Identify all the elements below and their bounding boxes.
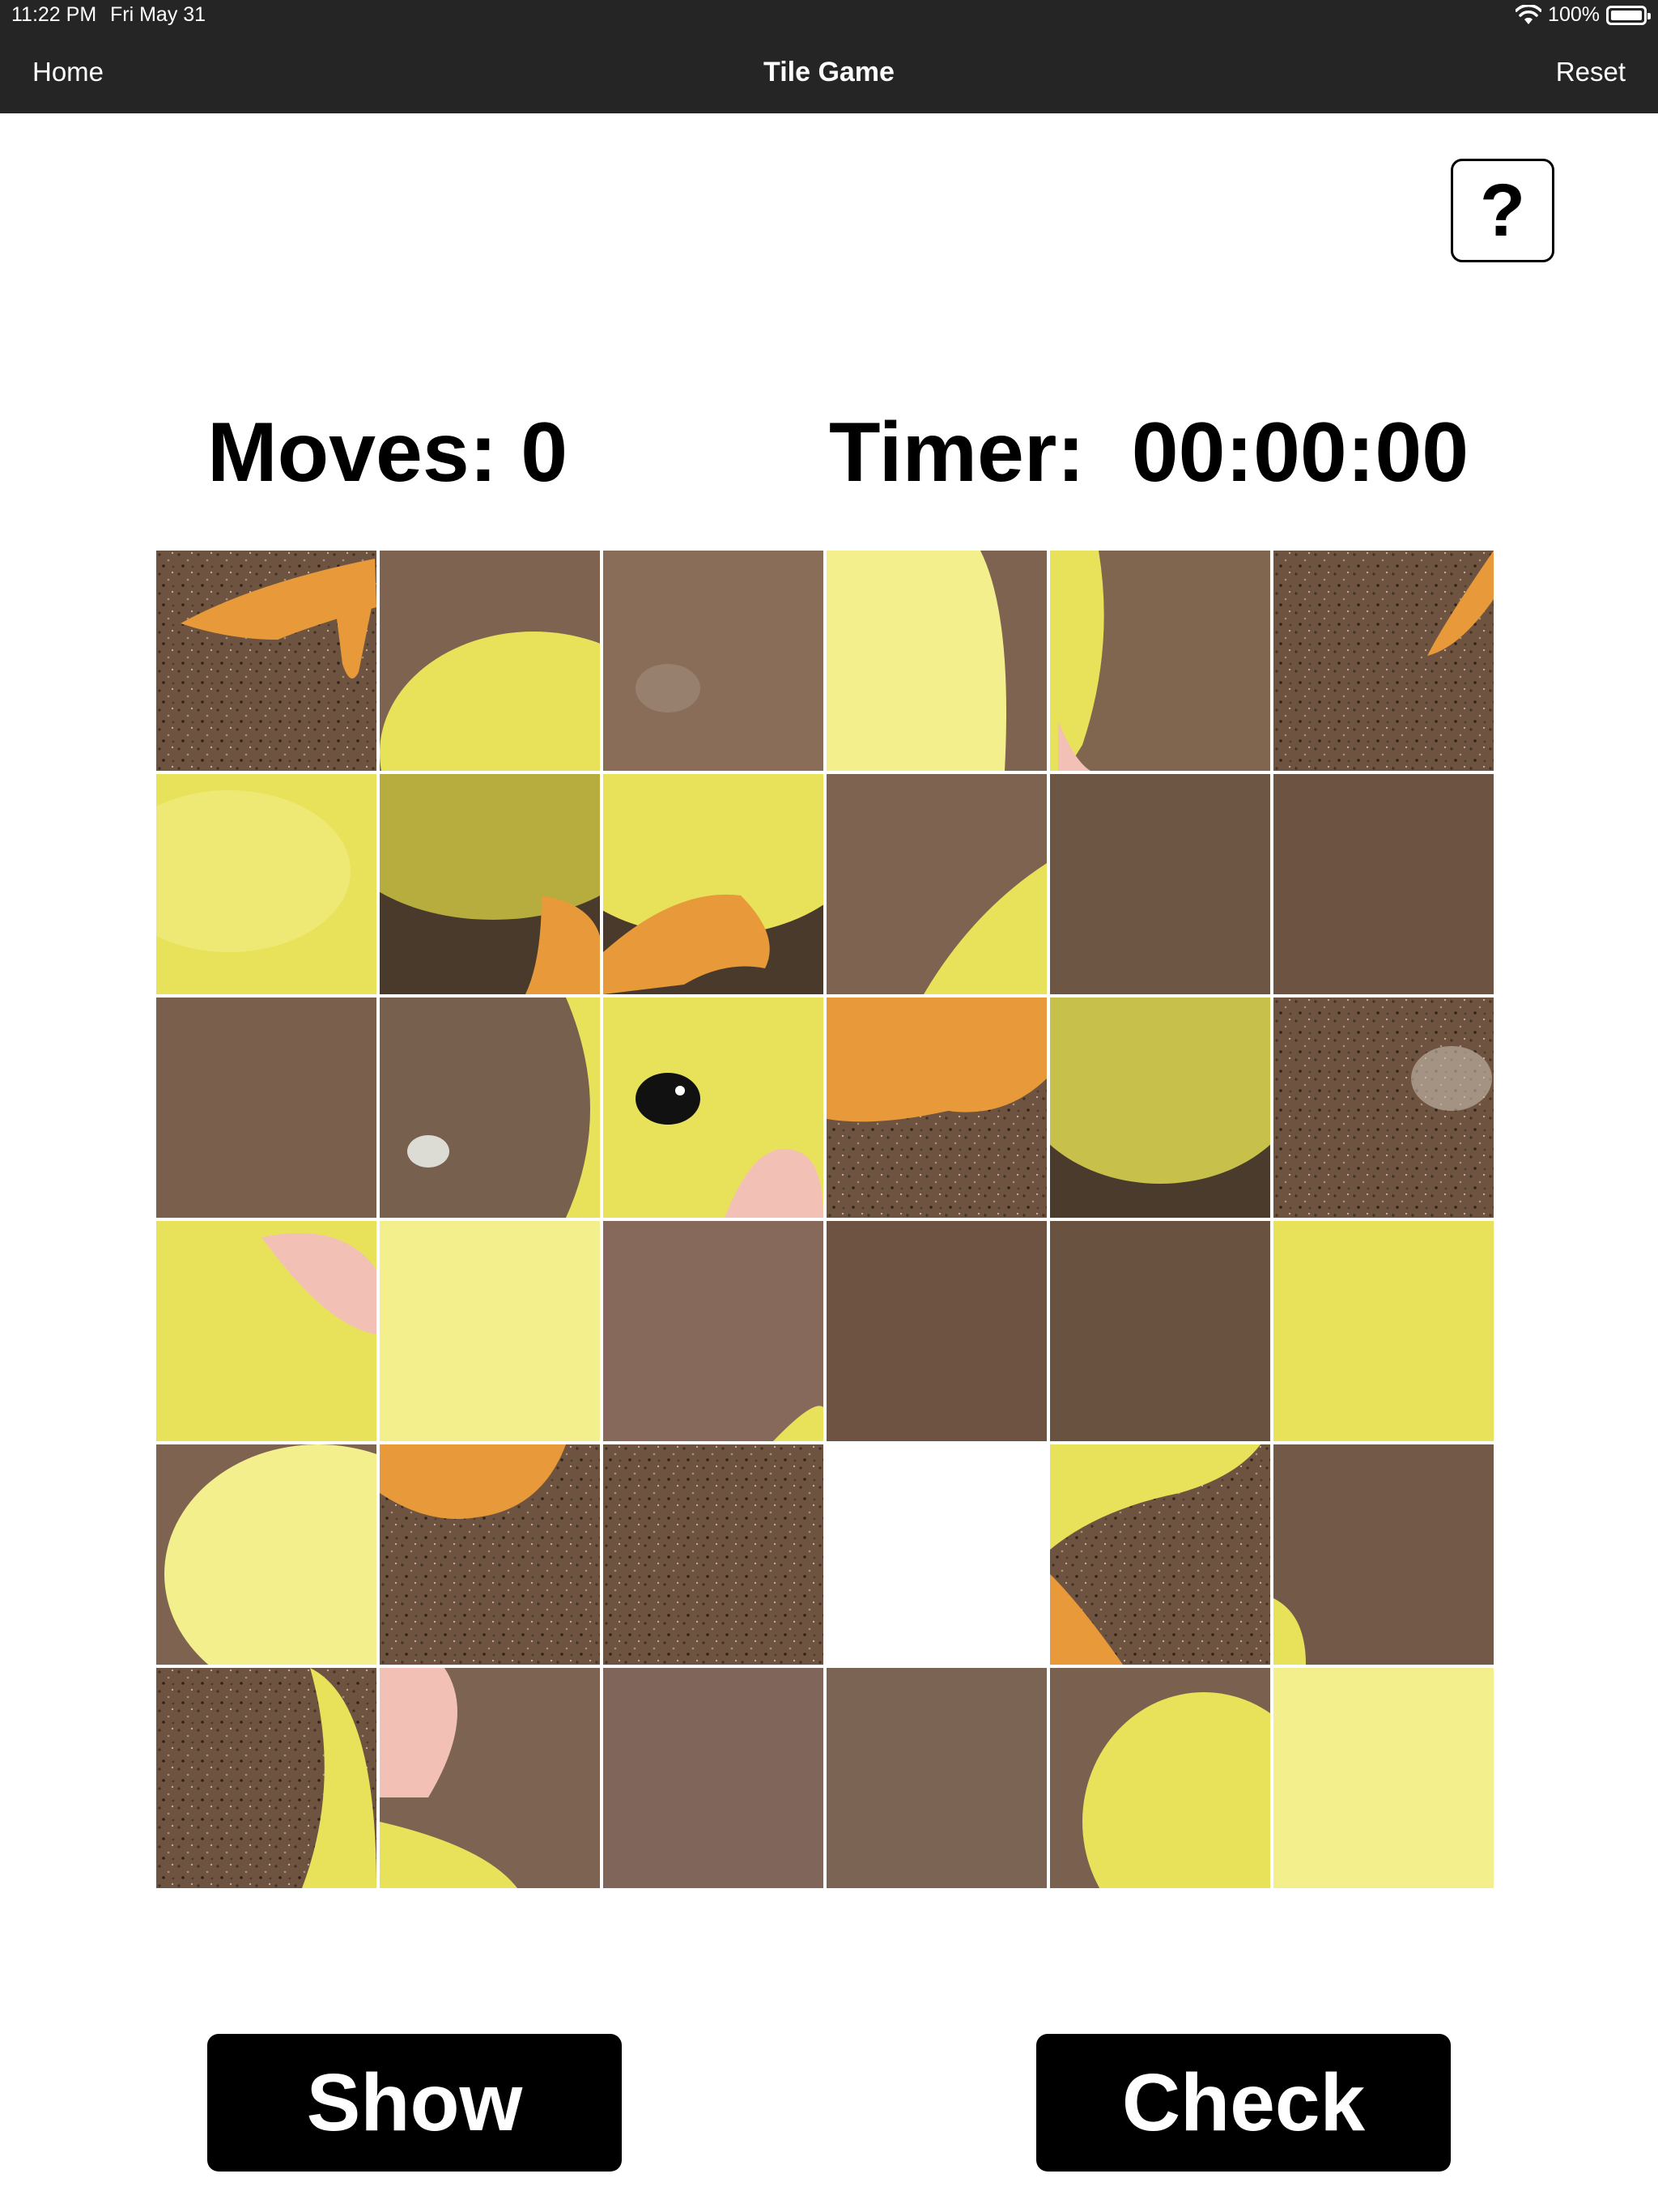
tile-image <box>1050 998 1270 1218</box>
puzzle-tile[interactable] <box>1050 1444 1270 1665</box>
tile-image <box>1050 1221 1270 1441</box>
moves-counter: Moves: 0 <box>207 406 568 500</box>
puzzle-board <box>156 551 1494 1888</box>
puzzle-tile[interactable] <box>603 774 823 994</box>
wifi-icon <box>1516 4 1542 24</box>
tile-image <box>156 1221 376 1441</box>
puzzle-tile[interactable] <box>156 774 376 994</box>
tile-image <box>827 1668 1047 1888</box>
puzzle-tile[interactable] <box>156 1221 376 1441</box>
home-button[interactable]: Home <box>32 57 104 87</box>
battery-percent: 100% <box>1548 3 1600 26</box>
puzzle-tile[interactable] <box>1050 998 1270 1218</box>
puzzle-tile[interactable] <box>1050 1221 1270 1441</box>
puzzle-tile[interactable] <box>156 1444 376 1665</box>
puzzle-tile[interactable] <box>156 998 376 1218</box>
status-time: 11:22 PM <box>11 3 97 26</box>
tile-image <box>603 998 823 1218</box>
top-bar: 11:22 PM Fri May 31 100% Home Tile Game … <box>0 0 1658 113</box>
puzzle-tile[interactable] <box>380 1668 600 1888</box>
tile-image <box>156 551 376 771</box>
tile-image <box>1273 774 1494 994</box>
reset-button[interactable]: Reset <box>1555 57 1626 87</box>
puzzle-tile[interactable] <box>380 998 600 1218</box>
puzzle-tile[interactable] <box>1050 774 1270 994</box>
puzzle-tile[interactable] <box>156 551 376 771</box>
puzzle-tile[interactable] <box>1273 1221 1494 1441</box>
tile-image <box>380 1668 600 1888</box>
tile-image <box>380 551 600 771</box>
tile-image <box>156 774 376 994</box>
tile-image <box>1050 551 1270 771</box>
puzzle-tile[interactable] <box>380 1221 600 1441</box>
tile-image <box>603 1444 823 1665</box>
tile-image <box>603 1221 823 1441</box>
tile-image <box>1273 551 1494 771</box>
puzzle-tile[interactable] <box>380 1444 600 1665</box>
puzzle-tile[interactable] <box>603 1668 823 1888</box>
tile-image <box>380 774 600 994</box>
status-indicators: 100% <box>1516 3 1651 27</box>
puzzle-tile[interactable] <box>827 1668 1047 1888</box>
battery-icon <box>1606 5 1651 25</box>
puzzle-tile[interactable] <box>1273 551 1494 771</box>
tile-image <box>380 1221 600 1441</box>
tile-image <box>1273 1668 1494 1888</box>
tile-image <box>827 1221 1047 1441</box>
tile-image <box>156 998 376 1218</box>
help-button[interactable]: ? <box>1451 159 1554 262</box>
puzzle-tile[interactable] <box>603 1444 823 1665</box>
check-button[interactable]: Check <box>1036 2034 1451 2172</box>
tile-image <box>603 1668 823 1888</box>
puzzle-tile[interactable] <box>603 551 823 771</box>
empty-slot[interactable] <box>827 1444 1047 1665</box>
tile-image <box>380 998 600 1218</box>
tile-image <box>603 551 823 771</box>
page-title: Tile Game <box>763 57 895 87</box>
tile-image <box>380 1444 600 1665</box>
puzzle-tile[interactable] <box>1273 1668 1494 1888</box>
tile-image <box>827 551 1047 771</box>
tile-image <box>603 774 823 994</box>
puzzle-tile[interactable] <box>603 1221 823 1441</box>
puzzle-tile[interactable] <box>380 551 600 771</box>
puzzle-tile[interactable] <box>1050 551 1270 771</box>
status-date: Fri May 31 <box>110 3 206 26</box>
puzzle-tile[interactable] <box>827 774 1047 994</box>
tile-image <box>1273 1221 1494 1441</box>
puzzle-tile[interactable] <box>827 1221 1047 1441</box>
tile-image <box>156 1444 376 1665</box>
timer-display: Timer: 00:00:00 <box>829 406 1469 500</box>
puzzle-tile[interactable] <box>1273 998 1494 1218</box>
puzzle-tile[interactable] <box>827 551 1047 771</box>
tile-image <box>1050 774 1270 994</box>
tile-image <box>1050 1444 1270 1665</box>
tile-image <box>1273 998 1494 1218</box>
tile-image <box>1050 1668 1270 1888</box>
puzzle-tile[interactable] <box>1273 774 1494 994</box>
puzzle-tile[interactable] <box>827 998 1047 1218</box>
show-button[interactable]: Show <box>207 2034 622 2172</box>
tile-image <box>827 774 1047 994</box>
tile-image <box>156 1668 376 1888</box>
puzzle-tile[interactable] <box>1273 1444 1494 1665</box>
tile-image <box>1273 1444 1494 1665</box>
puzzle-tile[interactable] <box>156 1668 376 1888</box>
puzzle-tile[interactable] <box>603 998 823 1218</box>
tile-image <box>827 998 1047 1218</box>
puzzle-tile[interactable] <box>1050 1668 1270 1888</box>
puzzle-tile[interactable] <box>380 774 600 994</box>
